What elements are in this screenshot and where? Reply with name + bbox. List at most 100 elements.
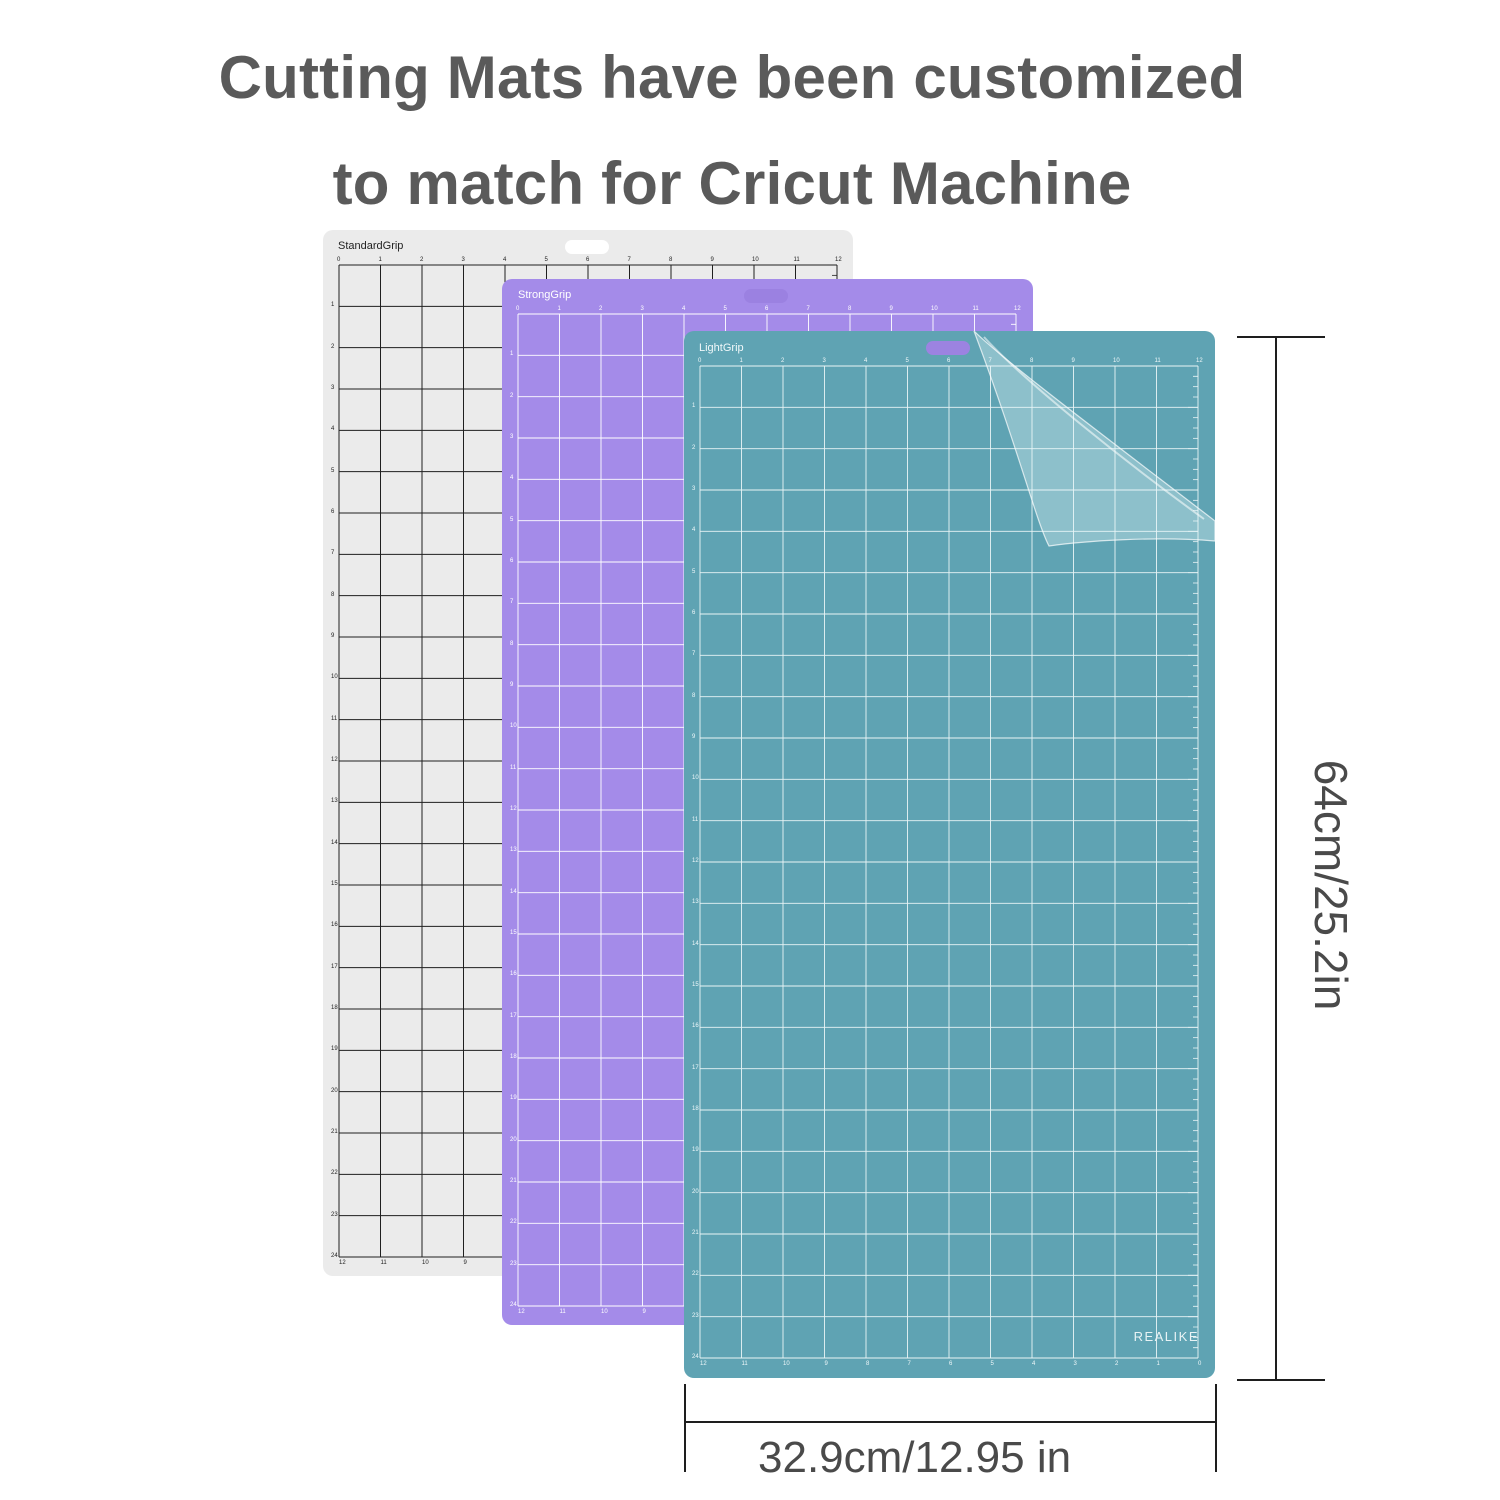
- ruler-number-side: 24: [510, 1302, 517, 1308]
- ruler-number-top: 11: [972, 306, 979, 312]
- ruler-number-top: 9: [710, 257, 714, 263]
- ruler-number-side: 13: [692, 899, 699, 906]
- cutting-grid: [699, 365, 1199, 1359]
- width-dimension-right-tick: [1215, 1384, 1217, 1472]
- ruler-number-top: 12: [1014, 306, 1021, 312]
- ruler-number-top: 6: [765, 306, 769, 312]
- ruler-number-bottom: 9: [463, 1260, 467, 1266]
- ruler-number-side: 8: [510, 640, 514, 647]
- ruler-number-top: 2: [599, 306, 603, 312]
- ruler-number-side: 24: [692, 1354, 699, 1360]
- ruler-number-side: 16: [331, 922, 338, 929]
- ruler-number-side: 19: [331, 1046, 338, 1053]
- ruler-number-side: 7: [692, 651, 696, 658]
- ruler-number-top: 4: [503, 257, 507, 263]
- ruler-number-top: 11: [1154, 358, 1161, 364]
- ruler-number-side: 20: [331, 1087, 338, 1094]
- ruler-number-side: 20: [692, 1188, 699, 1195]
- ruler-number-side: 15: [331, 881, 338, 887]
- ruler-number-side: 8: [692, 692, 696, 699]
- ruler-number-top: 10: [931, 306, 938, 312]
- ruler-number-bottom: 8: [866, 1361, 870, 1367]
- ruler-number-side: 5: [692, 568, 696, 575]
- ruler-number-bottom: 3: [1073, 1361, 1077, 1367]
- ruler-number-side: 3: [692, 486, 696, 492]
- ruler-number-side: 11: [331, 715, 338, 722]
- ruler-number-side: 14: [692, 940, 699, 947]
- ruler-number-side: 10: [692, 775, 699, 782]
- ruler-number-bottom: 11: [741, 1361, 748, 1367]
- ruler-number-side: 11: [510, 764, 517, 771]
- width-dimension-left-tick: [684, 1384, 686, 1472]
- ruler-number-side: 2: [510, 392, 514, 399]
- ruler-number-side: 14: [331, 839, 338, 846]
- ruler-number-top: 2: [781, 358, 785, 364]
- ruler-number-bottom: 9: [642, 1309, 646, 1315]
- ruler-number-top: 8: [848, 306, 852, 312]
- ruler-number-top: 12: [835, 257, 842, 263]
- grid-lines: [699, 365, 1199, 1359]
- ruler-number-side: 19: [510, 1095, 517, 1102]
- ruler-number-side: 12: [510, 806, 517, 812]
- ruler-number-top: 5: [723, 306, 727, 312]
- ruler-number-side: 18: [510, 1054, 517, 1060]
- ruler-number-top: 2: [420, 257, 424, 263]
- ruler-number-side: 4: [331, 426, 335, 433]
- hanging-tab: [744, 289, 788, 303]
- headline-line-1: Cutting Mats have been customized: [218, 44, 1246, 111]
- ruler-number-top: 1: [739, 358, 743, 364]
- ruler-number-top: 6: [586, 257, 590, 263]
- width-dimension-label: 32.9cm/12.95 in: [758, 1433, 1072, 1482]
- ruler-number-bottom: 10: [601, 1309, 608, 1315]
- ruler-number-side: 16: [510, 971, 517, 978]
- ruler-number-side: 18: [331, 1005, 338, 1011]
- ruler-number-side: 1: [510, 351, 514, 358]
- ruler-number-top: 0: [337, 257, 341, 263]
- ruler-number-side: 18: [692, 1106, 699, 1112]
- height-dimension-bottom-tick: [1237, 1379, 1325, 1381]
- ruler-number-top: 4: [682, 306, 686, 312]
- ruler-number-side: 7: [510, 599, 514, 606]
- ruler-number-bottom: 11: [559, 1309, 566, 1315]
- ruler-number-top: 8: [1030, 358, 1034, 364]
- ruler-number-side: 12: [331, 757, 338, 763]
- ruler-number-side: 3: [510, 434, 514, 440]
- ruler-number-side: 17: [692, 1064, 699, 1071]
- ruler-number-side: 15: [510, 930, 517, 936]
- ruler-number-top: 7: [988, 358, 992, 364]
- ruler-number-bottom: 4: [1032, 1361, 1036, 1367]
- ruler-number-side: 17: [331, 963, 338, 970]
- ruler-number-bottom: 0: [1198, 1361, 1202, 1367]
- hanging-tab: [926, 341, 970, 355]
- ruler-number-top: 1: [557, 306, 561, 312]
- ruler-number-top: 12: [1196, 358, 1203, 364]
- ruler-number-top: 0: [516, 306, 520, 312]
- ruler-number-bottom: 2: [1115, 1361, 1119, 1367]
- hanging-tab: [565, 240, 609, 254]
- ruler-number-top: 5: [905, 358, 909, 364]
- ruler-number-side: 23: [331, 1211, 338, 1218]
- ruler-number-side: 19: [692, 1147, 699, 1154]
- ruler-number-side: 21: [331, 1129, 338, 1135]
- ruler-number-bottom: 10: [422, 1260, 429, 1266]
- ruler-number-bottom: 1: [1156, 1361, 1160, 1367]
- ruler-number-bottom: 12: [339, 1260, 346, 1266]
- brand-label: REALIKE: [1133, 1329, 1199, 1344]
- height-dimension-label: 64cm/25.2in: [1305, 759, 1357, 1011]
- height-dimension-top-tick: [1237, 336, 1325, 338]
- ruler-number-side: 13: [510, 847, 517, 854]
- ruler-number-top: 10: [1113, 358, 1120, 364]
- ruler-number-side: 9: [510, 682, 514, 688]
- protective-film-peel: [973, 331, 1215, 547]
- ruler-number-side: 22: [331, 1170, 338, 1177]
- ruler-number-top: 3: [640, 306, 644, 312]
- ruler-number-side: 20: [510, 1136, 517, 1143]
- ruler-number-top: 8: [669, 257, 673, 263]
- ruler-number-side: 1: [692, 403, 696, 410]
- ruler-number-bottom: 10: [783, 1361, 790, 1367]
- ruler-number-top: 7: [806, 306, 810, 312]
- ruler-number-side: 10: [510, 723, 517, 730]
- ruler-number-side: 6: [510, 558, 514, 564]
- ruler-number-side: 10: [331, 674, 338, 681]
- ruler-number-side: 3: [331, 385, 335, 391]
